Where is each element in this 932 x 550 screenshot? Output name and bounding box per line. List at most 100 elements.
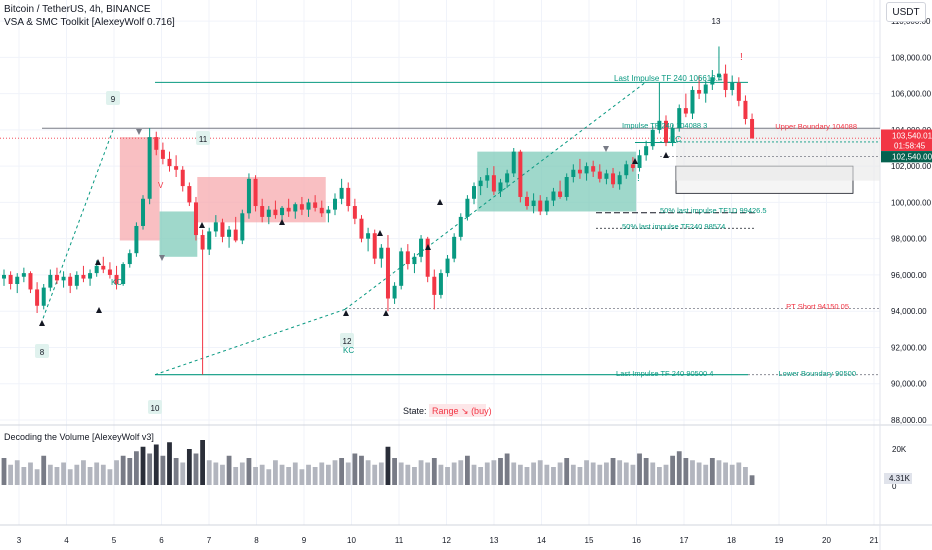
volume-bar xyxy=(498,458,503,485)
volume-bar xyxy=(398,462,404,485)
volume-bar xyxy=(140,446,146,485)
candle-body xyxy=(114,274,119,284)
signal-marker xyxy=(632,158,638,164)
candle-body xyxy=(180,169,185,187)
volume-bar xyxy=(292,462,298,485)
candle-body xyxy=(511,151,516,174)
candle-body xyxy=(624,164,629,176)
volume-bar xyxy=(743,467,748,485)
candle-body xyxy=(160,149,165,159)
volume-bar xyxy=(531,462,536,485)
volume-bar xyxy=(34,469,40,485)
time-tick: 8 xyxy=(254,536,259,545)
candle-body xyxy=(147,137,152,199)
volume-bar xyxy=(604,462,609,485)
wave-label: 13 xyxy=(712,17,721,26)
price-tick: 106,000.00 xyxy=(891,90,932,99)
candle-body xyxy=(577,169,582,174)
volume-bar xyxy=(577,467,583,485)
volume-bar xyxy=(623,462,629,485)
volume-bar xyxy=(656,467,662,485)
candle-body xyxy=(723,73,728,90)
candle-body xyxy=(94,265,99,274)
supply-zone xyxy=(119,137,160,241)
candle-body xyxy=(452,236,457,259)
price-axis[interactable]: 110,000.00108,000.00106,000.00104,000.00… xyxy=(881,17,932,491)
state-badge xyxy=(429,404,486,417)
candle-body xyxy=(538,200,543,212)
signal-marker xyxy=(377,230,383,236)
signal-marker xyxy=(343,310,349,316)
volume-badge xyxy=(884,473,912,484)
volume-bar xyxy=(418,460,424,485)
fifty-240-label: 50% last impulse TF240 98574 xyxy=(622,222,725,231)
volume-bar xyxy=(100,464,106,485)
candles[interactable] xyxy=(2,46,755,375)
volume-bar xyxy=(378,462,384,485)
candle-body xyxy=(465,198,470,217)
volume-bar xyxy=(213,462,219,485)
alert-mark: ! xyxy=(637,173,640,184)
candle-body xyxy=(260,206,265,217)
kc-label: KC xyxy=(111,278,122,287)
wave-label: 10 xyxy=(151,404,160,413)
volume-bar xyxy=(372,464,378,485)
volume-bar xyxy=(47,464,53,485)
candle-body xyxy=(366,233,371,239)
candle-body xyxy=(683,108,688,114)
symbol-title[interactable]: Bitcoin / TetherUS, 4h, BINANCE xyxy=(4,4,151,15)
volume-bar xyxy=(392,458,397,485)
candle-body xyxy=(8,274,13,284)
candle-body xyxy=(15,276,20,284)
volume-bar xyxy=(186,449,192,485)
impulse-diagonal xyxy=(344,82,646,310)
indicator-title[interactable]: VSA & SMC Toolkit [AlexeyWolf 0.716] xyxy=(4,17,175,28)
time-tick: 12 xyxy=(442,536,451,545)
volume-bar xyxy=(723,462,728,485)
volume-bar xyxy=(253,467,258,485)
level-badge xyxy=(881,151,932,163)
impulse-diagonal xyxy=(154,308,346,376)
candle-body xyxy=(193,202,198,236)
volume-bar xyxy=(325,464,331,485)
signal-marker xyxy=(603,146,609,152)
currency-button[interactable]: USDT xyxy=(886,2,926,22)
volume-bar xyxy=(471,464,477,485)
kc-label: KC xyxy=(670,135,681,144)
wave-label: 12 xyxy=(343,337,352,346)
signal-marker xyxy=(425,244,431,250)
volume-bar xyxy=(206,460,212,485)
time-tick: 5 xyxy=(112,536,117,545)
volume-bar xyxy=(127,458,133,485)
volume-bar xyxy=(630,464,636,485)
signal-marker xyxy=(437,199,443,205)
volume-bar xyxy=(107,469,113,485)
candle-body xyxy=(227,229,232,237)
candle-body xyxy=(41,287,46,306)
candle-body xyxy=(273,209,278,216)
candle-body xyxy=(299,204,304,210)
candle-body xyxy=(379,247,384,259)
volume-bar xyxy=(570,464,576,485)
volume-bar xyxy=(180,462,186,485)
volume-bar xyxy=(200,440,205,485)
volume-indicator-title[interactable]: Decoding the Volume [AlexeyWolf v3] xyxy=(4,432,154,442)
time-axis[interactable]: 3 4 5 6 7 8 9 10 11 12 13 14 15 16 17 18 19 20 21 xyxy=(17,536,879,545)
volume-bar xyxy=(286,467,292,485)
volume-bar xyxy=(703,464,709,485)
candle-body xyxy=(127,253,132,265)
volume-bar xyxy=(319,462,325,485)
volume-bar xyxy=(643,458,649,485)
volume-bar xyxy=(114,460,119,485)
volume-bar xyxy=(167,442,172,485)
zones xyxy=(119,128,880,257)
volume-bar xyxy=(690,460,695,485)
candle-body xyxy=(458,216,463,237)
volume-bar xyxy=(425,462,431,485)
volume-bar xyxy=(590,462,596,485)
volume-bar xyxy=(14,460,20,485)
candle-body xyxy=(306,202,311,210)
candle-body xyxy=(505,173,510,183)
volume-axis-label: 20K xyxy=(892,445,907,454)
